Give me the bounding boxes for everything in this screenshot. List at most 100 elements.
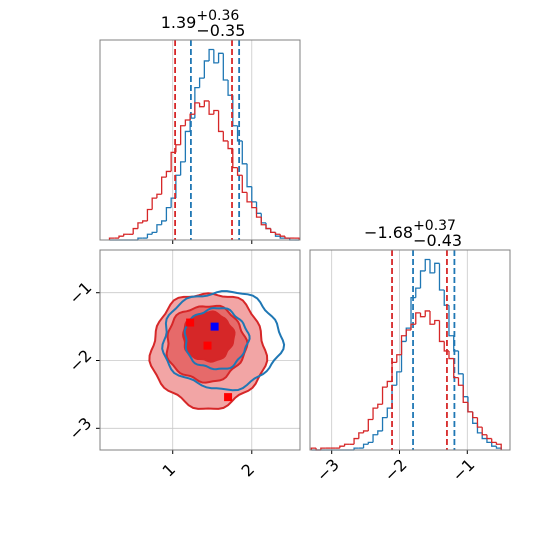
- hist-step: [362, 430, 369, 433]
- panel-frame: [309, 249, 511, 451]
- title-upper: +0.36: [196, 8, 239, 24]
- hist-step: [457, 377, 464, 386]
- hist-step: [246, 192, 252, 203]
- hist-step: [434, 262, 440, 273]
- panel-title: 1.39+0.36: [161, 8, 240, 32]
- hist-step: [213, 109, 219, 115]
- hist-step: [495, 442, 502, 450]
- hist-step: [419, 270, 426, 289]
- hist-step: [189, 113, 195, 120]
- hist-step: [255, 201, 262, 214]
- x-tick-label: −3: [313, 455, 343, 485]
- hist-step: [424, 258, 430, 271]
- hist-step: [491, 442, 497, 447]
- marker: [186, 318, 195, 327]
- hist-step: [179, 125, 186, 145]
- hist-step: [410, 323, 416, 330]
- hist-step: [270, 228, 276, 234]
- hist-step: [353, 437, 359, 445]
- y-tick-label: −3: [65, 414, 95, 444]
- hist-step: [438, 320, 445, 343]
- hist-step: [476, 417, 483, 428]
- hist-step: [372, 434, 378, 443]
- hist-step: [184, 130, 191, 162]
- marker: [210, 322, 219, 331]
- hist-step: [222, 53, 229, 81]
- hist-step: [132, 227, 138, 235]
- hist-step: [294, 237, 300, 240]
- hist-step: [448, 350, 454, 360]
- hist-step: [156, 224, 162, 233]
- hist-step: [123, 233, 129, 237]
- hist-step: [179, 161, 186, 176]
- marker: [203, 341, 212, 350]
- hist-step: [486, 434, 492, 440]
- hist-step: [175, 144, 181, 153]
- hist-step: [367, 418, 374, 431]
- hist-step: [255, 207, 262, 218]
- hist-step: [434, 319, 440, 325]
- x-tick-label: −1: [448, 455, 478, 485]
- hist-step: [467, 396, 473, 413]
- hist-step: [137, 222, 143, 229]
- hist-step: [491, 438, 497, 444]
- hist-step: [358, 432, 364, 439]
- hist-step: [260, 213, 267, 224]
- hist-step: [362, 443, 369, 449]
- contour: [182, 310, 236, 363]
- hist-step: [161, 176, 167, 195]
- x-tick-label: −2: [381, 455, 411, 485]
- hist-step: [472, 411, 478, 419]
- contour: [183, 306, 251, 371]
- hist-step: [429, 310, 435, 325]
- hist-step: [415, 312, 421, 325]
- title-upper: +0.37: [413, 218, 456, 234]
- title-lower: −0.43: [413, 231, 462, 250]
- hist-step: [208, 100, 214, 115]
- hist-step: [232, 95, 238, 127]
- hist-step: [320, 447, 326, 450]
- hist-step: [353, 447, 359, 450]
- hist-step: [457, 350, 464, 375]
- hist-step: [151, 231, 157, 235]
- hist-step: [194, 102, 200, 115]
- hist-step: [146, 233, 153, 239]
- hist-step: [481, 432, 487, 440]
- x-tick-label: 2: [238, 460, 259, 481]
- hist-step: [400, 335, 407, 355]
- hist-step: [495, 446, 502, 450]
- hist-step: [241, 140, 248, 165]
- panel-frame: [99, 249, 301, 451]
- hist-step: [424, 310, 430, 317]
- hist-step: [203, 100, 210, 107]
- hist-step: [396, 354, 402, 363]
- hist-step: [142, 220, 148, 223]
- title-value: −1.68: [364, 223, 413, 242]
- hist-step: [236, 167, 243, 176]
- hist-step: [381, 386, 388, 405]
- hist-step: [217, 52, 224, 63]
- hist-step: [146, 208, 153, 221]
- hist-step: [429, 259, 435, 274]
- hist-step: [208, 48, 214, 61]
- y-tick-label: −1: [65, 278, 95, 308]
- hist-step: [213, 49, 219, 64]
- hist-step: [265, 222, 271, 230]
- hist-step: [386, 380, 393, 388]
- hist-step: [339, 445, 345, 449]
- hist-step: [415, 287, 421, 298]
- hist-step: [137, 237, 143, 240]
- hist-step: [222, 131, 229, 142]
- hist-step: [438, 263, 445, 291]
- title-lower: −0.35: [196, 21, 245, 40]
- marker: [224, 393, 233, 402]
- hist-step: [486, 438, 492, 444]
- title-value: 1.39: [161, 13, 197, 32]
- hist-step: [274, 232, 281, 235]
- panel-frame: [99, 39, 301, 241]
- hist-step: [241, 175, 248, 194]
- hist-step: [400, 340, 407, 372]
- hist-step: [184, 119, 191, 126]
- hist-step: [279, 234, 285, 237]
- hist-step: [405, 329, 412, 336]
